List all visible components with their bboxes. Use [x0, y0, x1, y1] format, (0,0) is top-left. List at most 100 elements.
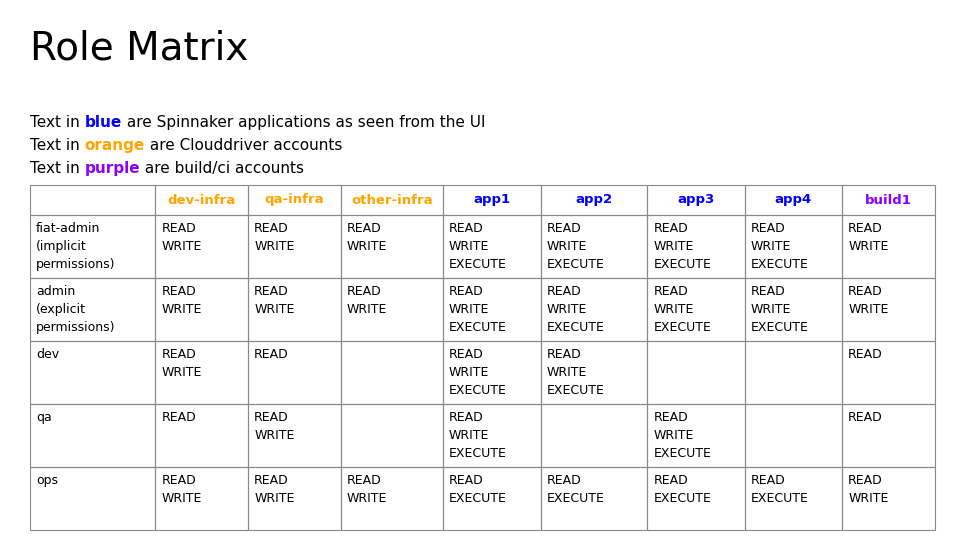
Text: READ
WRITE
EXECUTE: READ WRITE EXECUTE: [546, 285, 605, 334]
Bar: [745, 185, 842, 215]
Text: are Spinnaker applications as seen from the UI: are Spinnaker applications as seen from …: [122, 115, 486, 130]
Bar: [444, 341, 540, 404]
Bar: [647, 215, 745, 278]
Bar: [444, 278, 540, 341]
Bar: [30, 215, 156, 278]
Bar: [341, 278, 444, 341]
Text: READ
EXECUTE: READ EXECUTE: [546, 474, 605, 505]
Text: READ
WRITE: READ WRITE: [347, 474, 387, 505]
Bar: [341, 341, 444, 404]
Bar: [647, 404, 745, 467]
Text: READ
WRITE: READ WRITE: [254, 411, 295, 442]
Bar: [444, 215, 540, 278]
Text: READ
WRITE
EXECUTE: READ WRITE EXECUTE: [751, 285, 808, 334]
Bar: [248, 278, 341, 341]
Bar: [540, 341, 647, 404]
Bar: [30, 185, 156, 215]
Bar: [30, 278, 156, 341]
Bar: [647, 185, 745, 215]
Bar: [540, 215, 647, 278]
Text: other-infra: other-infra: [351, 193, 433, 206]
Text: READ
EXECUTE: READ EXECUTE: [449, 474, 507, 505]
Bar: [248, 404, 341, 467]
Text: dev: dev: [36, 348, 60, 361]
Text: READ: READ: [161, 411, 196, 424]
Text: READ
WRITE
EXECUTE: READ WRITE EXECUTE: [653, 285, 711, 334]
Bar: [745, 467, 842, 530]
Text: Text in: Text in: [30, 115, 84, 130]
Bar: [842, 215, 935, 278]
Text: orange: orange: [84, 138, 145, 153]
Bar: [30, 467, 156, 530]
Text: READ
WRITE: READ WRITE: [849, 222, 889, 253]
Bar: [156, 215, 248, 278]
Text: READ
EXECUTE: READ EXECUTE: [653, 474, 711, 505]
Text: READ
WRITE
EXECUTE: READ WRITE EXECUTE: [653, 222, 711, 271]
Text: dev-infra: dev-infra: [168, 193, 236, 206]
Bar: [156, 467, 248, 530]
Text: build1: build1: [865, 193, 912, 206]
Text: fiat-admin
(implicit
permissions): fiat-admin (implicit permissions): [36, 222, 115, 271]
Text: app3: app3: [678, 193, 714, 206]
Text: READ
WRITE
EXECUTE: READ WRITE EXECUTE: [449, 285, 507, 334]
Text: READ
WRITE: READ WRITE: [254, 222, 295, 253]
Bar: [248, 185, 341, 215]
Bar: [444, 185, 540, 215]
Text: ops: ops: [36, 474, 58, 487]
Text: blue: blue: [84, 115, 122, 130]
Bar: [248, 215, 341, 278]
Bar: [842, 404, 935, 467]
Text: admin
(explicit
permissions): admin (explicit permissions): [36, 285, 115, 334]
Bar: [540, 404, 647, 467]
Text: READ: READ: [849, 348, 883, 361]
Bar: [842, 185, 935, 215]
Bar: [647, 278, 745, 341]
Text: READ
WRITE: READ WRITE: [849, 285, 889, 316]
Text: READ: READ: [254, 348, 289, 361]
Bar: [248, 467, 341, 530]
Text: READ
WRITE
EXECUTE: READ WRITE EXECUTE: [449, 222, 507, 271]
Text: READ
WRITE: READ WRITE: [254, 474, 295, 505]
Bar: [341, 467, 444, 530]
Bar: [248, 341, 341, 404]
Text: app1: app1: [473, 193, 511, 206]
Bar: [156, 341, 248, 404]
Bar: [540, 467, 647, 530]
Text: app4: app4: [775, 193, 812, 206]
Text: READ
WRITE
EXECUTE: READ WRITE EXECUTE: [546, 222, 605, 271]
Text: purple: purple: [84, 161, 140, 176]
Text: Role Matrix: Role Matrix: [30, 30, 249, 68]
Text: qa: qa: [36, 411, 52, 424]
Text: READ
WRITE
EXECUTE: READ WRITE EXECUTE: [751, 222, 808, 271]
Text: READ
WRITE: READ WRITE: [161, 285, 202, 316]
Bar: [540, 185, 647, 215]
Bar: [842, 341, 935, 404]
Text: READ
WRITE: READ WRITE: [161, 348, 202, 379]
Bar: [745, 215, 842, 278]
Bar: [444, 404, 540, 467]
Text: Text in: Text in: [30, 161, 84, 176]
Bar: [341, 215, 444, 278]
Text: READ
WRITE
EXECUTE: READ WRITE EXECUTE: [449, 348, 507, 397]
Text: are build/ci accounts: are build/ci accounts: [140, 161, 304, 176]
Bar: [842, 467, 935, 530]
Text: READ: READ: [849, 411, 883, 424]
Bar: [745, 404, 842, 467]
Text: READ
WRITE
EXECUTE: READ WRITE EXECUTE: [449, 411, 507, 460]
Text: READ
WRITE
EXECUTE: READ WRITE EXECUTE: [653, 411, 711, 460]
Text: READ
WRITE: READ WRITE: [347, 285, 387, 316]
Bar: [156, 185, 248, 215]
Text: READ
WRITE: READ WRITE: [161, 474, 202, 505]
Text: READ
EXECUTE: READ EXECUTE: [751, 474, 808, 505]
Text: READ
WRITE: READ WRITE: [161, 222, 202, 253]
Bar: [842, 278, 935, 341]
Bar: [341, 185, 444, 215]
Bar: [341, 404, 444, 467]
Text: Text in: Text in: [30, 138, 84, 153]
Bar: [444, 467, 540, 530]
Text: are Clouddriver accounts: are Clouddriver accounts: [145, 138, 343, 153]
Bar: [30, 404, 156, 467]
Bar: [745, 278, 842, 341]
Text: READ
WRITE: READ WRITE: [347, 222, 387, 253]
Bar: [540, 278, 647, 341]
